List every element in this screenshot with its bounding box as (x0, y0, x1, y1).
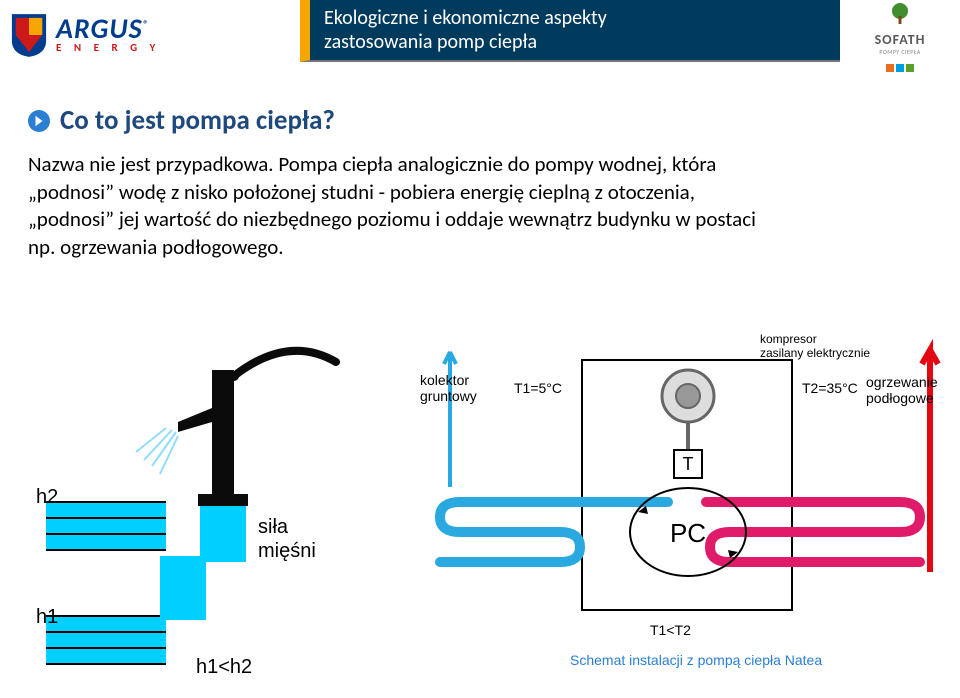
label-komp1: kompresor (760, 332, 817, 346)
pc-text: PC (670, 518, 706, 548)
section-title: Co to jest pompa ciepła? (28, 104, 932, 137)
label-h-rel: h1<h2 (196, 656, 252, 679)
argus-reg: ® (143, 18, 150, 31)
argus-sub: E N E R G Y (56, 41, 160, 54)
title-line1: Ekologiczne i ekonomiczne aspekty (324, 6, 826, 30)
label-force2: mięśni (258, 540, 316, 563)
argus-logo: ARGUS® E N E R G Y (10, 5, 270, 65)
argus-brand: ARGUS® (56, 16, 160, 41)
title-bar: Ekologiczne i ekonomiczne aspekty zastos… (300, 0, 840, 62)
content: Co to jest pompa ciepła? Nazwa nie jest … (0, 70, 960, 262)
sofath-logo: SOFATH POMPY CIEPŁA (850, 2, 950, 66)
label-h2: h2 (36, 486, 58, 509)
label-kolektor1: kolektor (420, 372, 469, 388)
sofath-dots (850, 58, 950, 66)
arrow-right-icon (28, 110, 50, 132)
title-line2: zastosowania pomp ciepła (324, 30, 826, 54)
hand-pump-svg (36, 326, 396, 686)
sofath-name: SOFATH (850, 31, 950, 48)
label-komp2: zasilany elektrycznie (760, 346, 870, 360)
dot-icon (886, 64, 894, 72)
label-kolektor2: gruntowy (420, 388, 477, 404)
label-t-rel: T1<T2 (650, 622, 691, 638)
dot-icon (896, 64, 904, 72)
label-caption: Schemat instalacji z pompą ciepła Natea (570, 652, 822, 668)
tree-icon (888, 2, 912, 26)
label-t1: T1=5°C (514, 380, 562, 396)
label-ogrz2: podłogowe (866, 390, 934, 406)
dot-icon (906, 64, 914, 72)
sofath-tag: POMPY CIEPŁA (850, 48, 950, 56)
label-ogrz1: ogrzewanie (866, 374, 938, 390)
figure-hand-pump: h2 h1 h1<h2 siła mięśni (36, 326, 396, 686)
section-heading: Co to jest pompa ciepła? (60, 104, 335, 137)
argus-text: ARGUS® E N E R G Y (56, 16, 160, 54)
figure-heat-pump: T PC kolektor gruntowy T1=5°C T2=35°C og… (420, 332, 950, 692)
slide-header: ARGUS® E N E R G Y Ekologiczne i ekonomi… (0, 0, 960, 70)
figures-area: h2 h1 h1<h2 siła mięśni (0, 326, 960, 698)
svg-text:T: T (683, 454, 694, 474)
section-body: Nazwa nie jest przypadkowa. Pompa ciepła… (28, 151, 778, 262)
label-force1: siła (258, 516, 288, 539)
label-h1: h1 (36, 606, 58, 629)
argus-shield-icon (10, 12, 48, 58)
label-t2: T2=35°C (802, 380, 858, 396)
